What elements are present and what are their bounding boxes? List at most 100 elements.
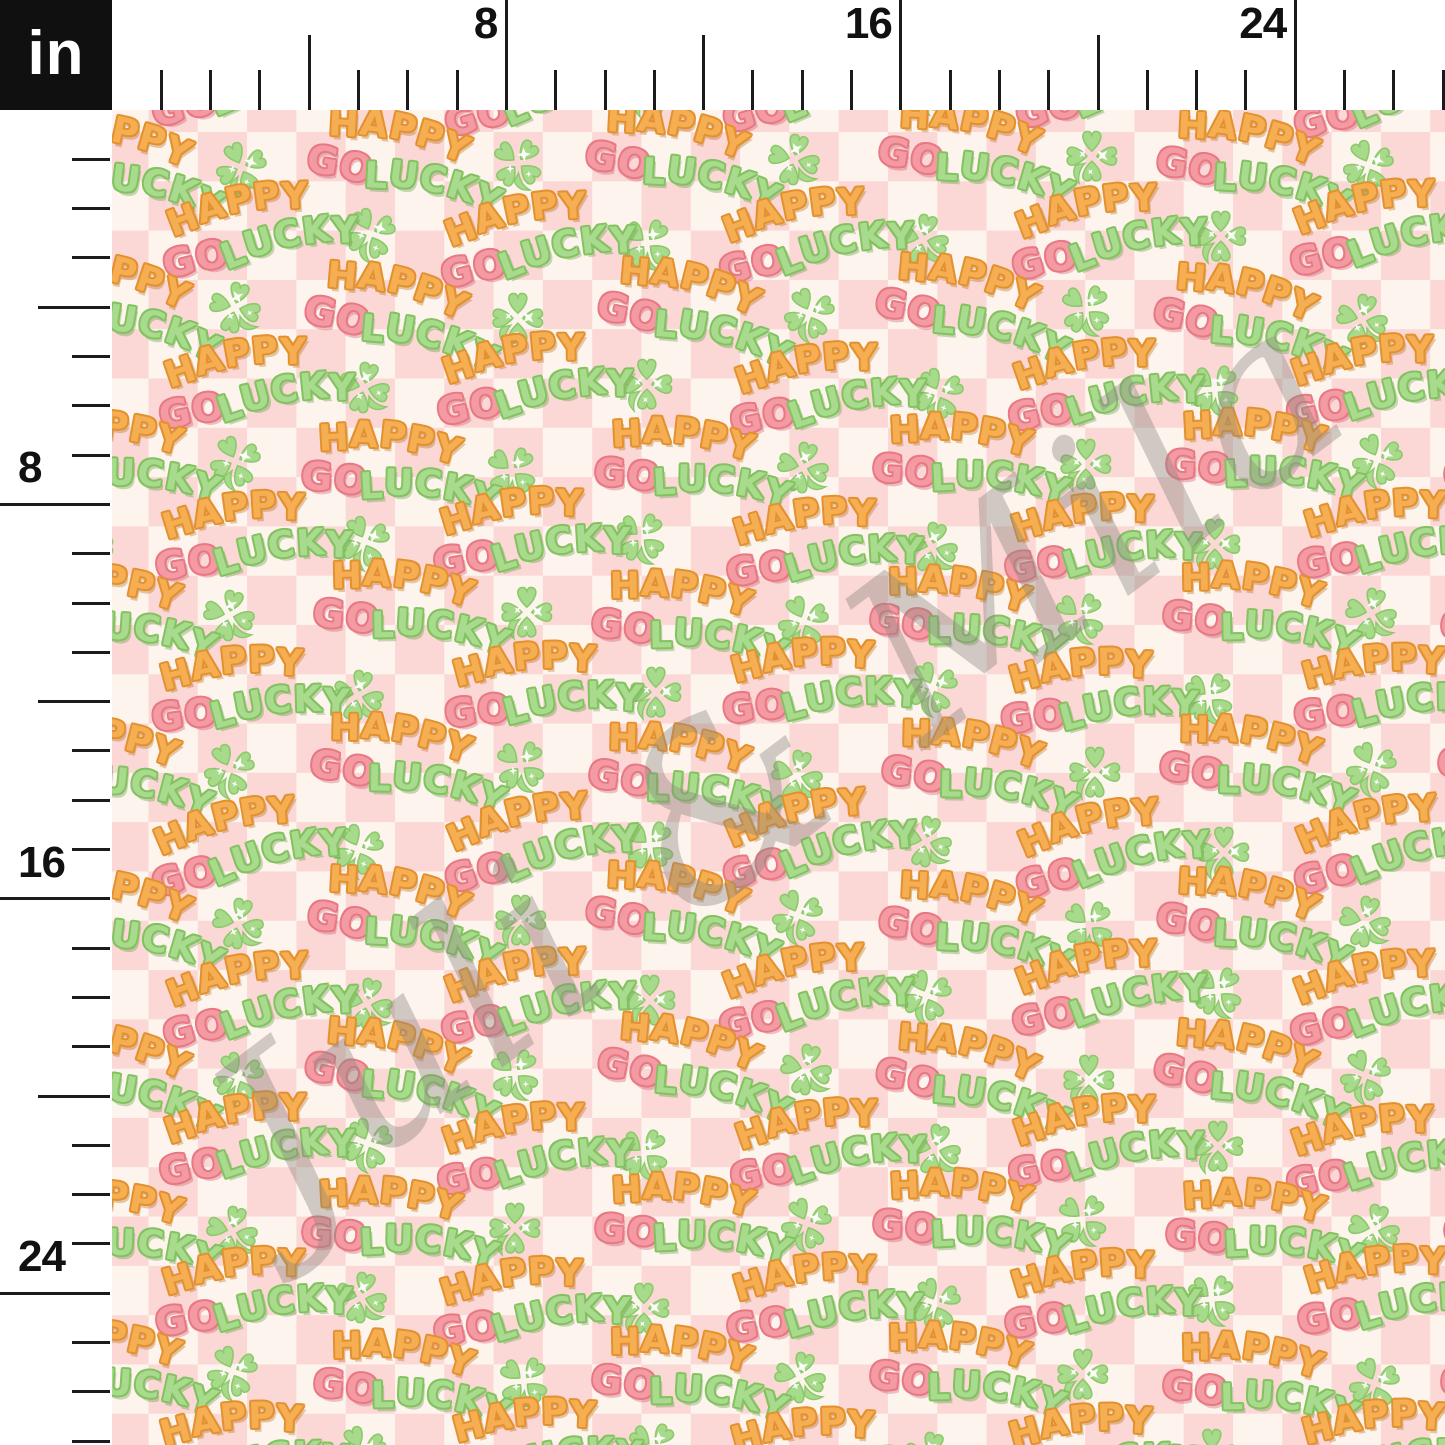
clover-icon (201, 1343, 261, 1407)
clover-icon (198, 741, 258, 805)
clover-icon (766, 887, 826, 951)
ruler-top-tick (603, 70, 607, 110)
ruler-top-tick (209, 70, 213, 110)
clover-icon (1188, 207, 1248, 271)
clover-icon (623, 663, 683, 727)
ruler-left-tick (72, 798, 110, 802)
clover-icon (898, 110, 958, 121)
clover-icon (204, 1203, 264, 1267)
ruler-left-tick (72, 995, 110, 999)
ruler-top-tick (1096, 35, 1100, 110)
clover-icon (494, 1353, 554, 1417)
clover-icon (488, 135, 548, 199)
ruler-top-tick (652, 70, 656, 110)
ruler-top-tick (800, 70, 804, 110)
ruler-left-tick (72, 1143, 110, 1147)
clover-icon (1053, 1191, 1113, 1255)
clover-icon (1337, 137, 1397, 201)
clover-icon (1343, 585, 1403, 649)
ruler-top-label: 8 (473, 0, 499, 48)
ruler-left-tick (72, 1439, 110, 1443)
unit-corner-box: in (0, 0, 112, 110)
ruler-left-tick (72, 1045, 110, 1049)
ruler-top-tick (997, 70, 1001, 110)
clover-icon (1053, 435, 1113, 499)
ruler-top-tick (455, 70, 459, 110)
clover-icon (1340, 739, 1400, 803)
clover-icon (1050, 589, 1110, 653)
clover-icon (333, 1269, 393, 1333)
clover-icon (766, 131, 826, 195)
ruler-left-tick (38, 700, 110, 704)
ruler-top-tick (1145, 70, 1149, 110)
ruler-left-tick (72, 355, 110, 358)
clover-icon (617, 215, 677, 279)
clover-icon (907, 365, 967, 429)
clover-icon (901, 659, 961, 723)
clover-icon (898, 813, 958, 877)
ruler-left-tick (38, 305, 110, 309)
clover-icon (778, 1041, 838, 1105)
ruler-left-tick (72, 404, 110, 408)
ruler-top-tick (159, 70, 163, 110)
ruler-left-tick (72, 1390, 110, 1394)
ruler-left-tick (0, 897, 110, 901)
ruler-left-tick (72, 848, 110, 851)
clover-icon (482, 1199, 542, 1263)
ruler-top-tick (1244, 70, 1248, 110)
clover-icon (1334, 291, 1394, 355)
clover-icon (482, 443, 542, 507)
clover-icon (1185, 1117, 1245, 1181)
clover-icon (1182, 515, 1242, 579)
clover-icon (207, 279, 267, 343)
ruler-top-label: 24 (1239, 0, 1287, 48)
ruler-left-tick (0, 1291, 110, 1295)
ruler-top-tick (1441, 70, 1445, 110)
clover-icon (772, 1349, 832, 1413)
clover-icon (327, 821, 387, 885)
clover-icon (330, 1423, 390, 1445)
ruler-left-label: 16 (18, 837, 66, 887)
clover-icon (333, 513, 393, 577)
clover-icon (1059, 897, 1119, 961)
clover-icon (611, 1279, 671, 1343)
clover-icon (1062, 743, 1122, 807)
clover-icon (904, 519, 964, 583)
fabric-pattern-swatch: Juli & Mila HAPPYGOLUCKYHAPPYGOLUCKYHAPP… (112, 110, 1445, 1445)
ruler-left-tick (72, 453, 110, 457)
clover-icon (339, 975, 399, 1039)
ruler-top-tick (504, 0, 508, 110)
clover-icon (769, 747, 829, 811)
clover-icon (1182, 1271, 1242, 1335)
ruler-top-tick (554, 70, 558, 110)
ruler-top-tick (1195, 70, 1199, 110)
clover-icon (778, 285, 838, 349)
ruler-top-tick (1343, 70, 1346, 110)
ruler-top-tick (1047, 70, 1051, 110)
clover-icon (904, 1275, 964, 1339)
word-lucky: LUCKY (1345, 110, 1437, 137)
clover-icon (1185, 361, 1245, 425)
unit-label: in (27, 18, 85, 88)
clover-icon (1179, 1425, 1239, 1445)
ruler-top-tick (258, 70, 262, 110)
clover-icon (620, 110, 680, 125)
ruler-top-label: 16 (844, 0, 893, 48)
clover-icon (611, 509, 671, 573)
clover-icon (1056, 281, 1116, 345)
ruler-left-label: 8 (18, 443, 43, 493)
clover-icon (1191, 823, 1251, 887)
clover-icon (210, 895, 270, 959)
clover-icon (494, 583, 554, 647)
clover-icon (1346, 431, 1406, 495)
ruler-top-tick (357, 70, 360, 110)
clover-icon (620, 817, 680, 881)
ruler-top-tick (307, 35, 311, 110)
ruler-left-tick (72, 650, 110, 654)
ruler-left: 8 16 24 (0, 0, 112, 1445)
clover-icon (895, 211, 955, 275)
clover-icon (623, 1419, 683, 1445)
clover-icon (339, 205, 399, 269)
